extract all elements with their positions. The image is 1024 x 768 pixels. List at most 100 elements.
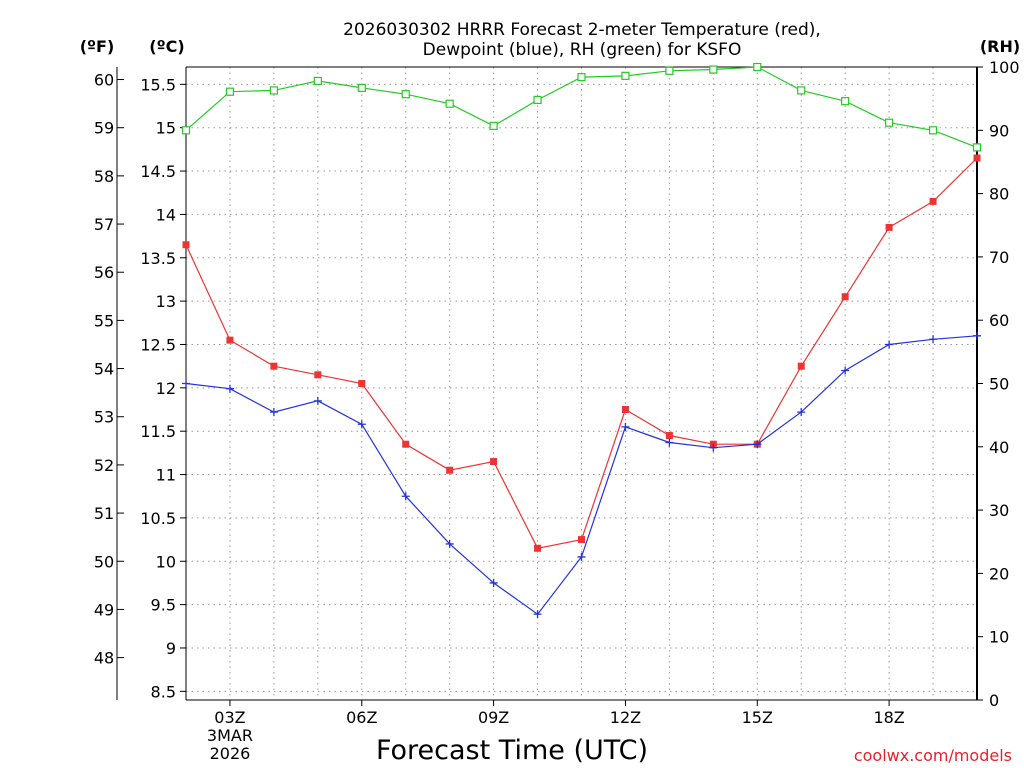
rh-point — [357, 83, 366, 92]
gridlines — [186, 67, 977, 700]
fahrenheit-unit-label: (ºF) — [80, 37, 115, 56]
x-tick-date-label: 2026 — [210, 744, 251, 763]
temperature-point — [797, 362, 805, 370]
dewpoint-point — [445, 539, 454, 548]
fahrenheit-tick-label: 56 — [94, 263, 114, 282]
temperature-point — [665, 432, 673, 440]
celsius-tick-label: 15 — [156, 119, 176, 138]
rh-point — [313, 76, 322, 86]
rh-tick-label: 10 — [989, 628, 1009, 647]
dewpoint-point — [225, 384, 234, 393]
celsius-tick-label: 14 — [156, 205, 176, 224]
dewpoint-point — [709, 443, 718, 452]
axes: 8.5 9 9.5 10 10.5 11 11.5 12 12.5 13 13.5 14 14.5 15 1… — [94, 58, 1020, 763]
fahrenheit-tick-label: 49 — [94, 600, 114, 619]
rh-point — [225, 87, 235, 96]
fahrenheit-tick-label: 57 — [94, 215, 114, 234]
rh-tick-label: 90 — [989, 121, 1009, 140]
temperature-point — [402, 440, 410, 448]
celsius-tick-label: 11.5 — [140, 422, 176, 441]
x-tick-label: 09Z — [478, 708, 509, 727]
celsius-tick-label: 13 — [156, 292, 176, 311]
rh-tick-label: 0 — [989, 691, 999, 710]
rh-point — [928, 126, 938, 135]
fahrenheit-tick-label: 52 — [94, 456, 114, 475]
celsius-tick-label: 11 — [156, 466, 176, 485]
temperature-point — [226, 336, 234, 344]
chart-title: 2026030302 HRRR Forecast 2-meter Tempera… — [343, 20, 821, 60]
rh-point — [709, 65, 718, 74]
dewpoint-point — [929, 335, 938, 344]
celsius-tick-label: 12 — [156, 379, 176, 398]
celsius-tick-label: 14.5 — [140, 162, 176, 181]
rh-point — [489, 121, 498, 130]
temperature-point — [358, 380, 366, 387]
temperature-point — [621, 406, 629, 414]
rh-point — [577, 73, 586, 82]
x-tick-label: 15Z — [742, 708, 773, 727]
celsius-tick-label: 13.5 — [140, 249, 176, 268]
title-line-2: Dewpoint (blue), RH (green) for KSFO — [423, 40, 742, 60]
rh-point — [841, 97, 850, 106]
x-tick-label: 12Z — [610, 708, 641, 727]
dewpoint-point — [182, 379, 190, 388]
rh-point — [269, 86, 278, 95]
dewpoint-point — [401, 492, 410, 501]
temperature-point — [446, 466, 454, 474]
celsius-tick-label: 10 — [156, 552, 176, 571]
celsius-tick-label: 10.5 — [140, 509, 176, 528]
fahrenheit-tick-label: 60 — [94, 71, 114, 90]
temperature-point — [841, 293, 849, 301]
rh-point — [885, 118, 894, 127]
rh-point — [445, 99, 454, 108]
rh-point — [401, 90, 410, 99]
rh-point — [797, 86, 806, 95]
dewpoint-point — [621, 422, 630, 431]
x-tick-label: 03Z — [214, 708, 245, 727]
celsius-tick-label: 8.5 — [151, 682, 176, 701]
fahrenheit-tick-label: 51 — [94, 504, 114, 523]
fahrenheit-tick-label: 58 — [94, 167, 114, 186]
dewpoint-point — [577, 552, 586, 561]
temperature-point — [973, 154, 981, 162]
celsius-unit-label: (ºC) — [149, 37, 184, 56]
rh-tick-label: 80 — [989, 185, 1009, 204]
dewpoint-point — [489, 578, 498, 587]
rh-point — [753, 62, 762, 72]
celsius-tick-label: 12.5 — [140, 335, 176, 354]
rh-point — [533, 95, 542, 105]
dewpoint-point — [885, 340, 894, 349]
fahrenheit-tick-label: 50 — [94, 552, 114, 571]
dewpoint-point — [269, 408, 278, 417]
fahrenheit-tick-label: 54 — [94, 360, 114, 379]
temperature-point — [885, 223, 893, 231]
dewpoint-point — [841, 366, 850, 375]
series-group — [181, 62, 982, 619]
fahrenheit-tick-label: 59 — [94, 119, 114, 138]
dewpoint-point — [313, 396, 322, 405]
x-tick-date-label: 3MAR — [207, 726, 253, 745]
temperature-point — [534, 544, 542, 552]
x-tick-label: 18Z — [873, 708, 904, 727]
fahrenheit-tick-label: 48 — [94, 649, 114, 668]
rh-point — [181, 126, 191, 135]
temperature-point — [578, 536, 585, 544]
celsius-tick-label: 9.5 — [151, 596, 176, 615]
rh-tick-label: 60 — [989, 311, 1009, 330]
dewpoint-point — [753, 440, 762, 449]
dewpoint-point — [533, 610, 542, 619]
rh-point — [665, 66, 674, 75]
dewpoint-point — [973, 331, 981, 340]
temperature-point — [490, 458, 498, 466]
rh-tick-label: 40 — [989, 438, 1009, 457]
credit-text: coolwx.com/models — [854, 746, 1012, 765]
temperature-point — [314, 371, 322, 379]
rh-point — [972, 143, 982, 152]
celsius-tick-label: 9 — [166, 639, 176, 658]
dewpoint-point — [797, 408, 806, 417]
fahrenheit-tick-label: 53 — [94, 408, 114, 427]
rh-tick-label: 30 — [989, 501, 1009, 520]
rh-tick-label: 50 — [989, 375, 1009, 394]
temperature-point — [929, 197, 937, 205]
